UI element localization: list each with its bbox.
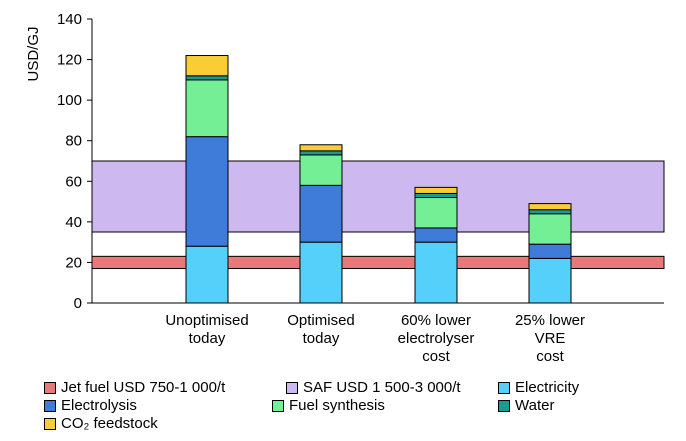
legend-item-fuel-synthesis: Fuel synthesis — [272, 397, 385, 415]
bar-1-electrolysis — [185, 136, 229, 247]
legend-item-water: Water — [498, 397, 554, 415]
bar-2-co-feedstock — [299, 144, 343, 152]
bar-4-electricity — [528, 257, 572, 304]
bar-1-fuel-synthesis — [185, 79, 229, 138]
band-jet-fuel-usd-750-1-000-t — [91, 255, 665, 270]
legend-swatch-electricity — [498, 382, 510, 394]
x-tick-label-2: Optimised today — [287, 312, 355, 347]
legend-swatch-jet-fuel — [44, 382, 56, 394]
legend-item-saf: SAF USD 1 500-3 000/t — [286, 379, 461, 397]
x-tick-label-1: Unoptimised today — [165, 312, 248, 347]
bar-1-electricity — [185, 245, 229, 304]
bar-1-water — [185, 75, 229, 81]
y-tick-label-60: 60 — [65, 173, 82, 190]
stacked-bars — [185, 55, 572, 304]
y-tick-label-0: 0 — [74, 295, 82, 312]
legend-item-co2-feedstock: CO₂ feedstock — [44, 415, 158, 433]
y-tick-label-100: 100 — [57, 92, 82, 109]
y-axis-label: USD/GJ — [25, 26, 42, 81]
legend-label-jet-fuel: Jet fuel USD 750-1 000/t — [61, 379, 226, 396]
bar-2-fuel-synthesis — [299, 154, 343, 186]
y-tick-label-120: 120 — [57, 52, 82, 69]
y-tick-label-20: 20 — [65, 254, 82, 271]
legend-label-saf: SAF USD 1 500-3 000/t — [303, 379, 461, 396]
x-tick-label-4: 25% lower VRE cost — [515, 312, 585, 365]
bar-3-fuel-synthesis — [414, 197, 458, 229]
legend-swatch-co2-feedstock — [44, 418, 56, 430]
axes: 0 20 40 60 80 100 120 140 Unoptimised today Optimi… — [57, 11, 664, 365]
bar-2-electricity — [299, 241, 343, 304]
legend-label-water: Water — [515, 397, 555, 414]
bar-3-co-feedstock — [414, 186, 458, 194]
reference-bands — [91, 160, 665, 270]
bar-4-electrolysis — [528, 243, 572, 259]
bar-4-fuel-synthesis — [528, 213, 572, 245]
y-tick-label-140: 140 — [57, 11, 82, 28]
bar-4-water — [528, 209, 572, 215]
x-tick-label-3: 60% lower electrolyser cost — [398, 312, 475, 365]
legend-swatch-saf — [286, 382, 298, 394]
y-tick-label-40: 40 — [65, 214, 82, 231]
bar-3-water — [414, 192, 458, 199]
bar-2-water — [299, 150, 343, 156]
legend-label-fuel-synthesis: Fuel synthesis — [289, 397, 385, 414]
legend-item-electrolysis: Electrolysis — [44, 397, 137, 415]
legend-item-electricity: Electricity — [498, 379, 579, 397]
legend-swatch-electrolysis — [44, 400, 56, 412]
legend-label-electricity: Electricity — [515, 379, 580, 396]
legend-label-co2-feedstock: CO₂ feedstock — [61, 415, 158, 432]
bar-3-electrolysis — [414, 227, 458, 243]
bar-4-co-feedstock — [528, 203, 572, 211]
bar-1-co-feedstock — [185, 55, 229, 77]
y-tick-label-80: 80 — [65, 133, 82, 150]
legend-label-electrolysis: Electrolysis — [61, 397, 137, 414]
legend-item-jet-fuel: Jet fuel USD 750-1 000/t — [44, 379, 225, 397]
bar-2-electrolysis — [299, 184, 343, 243]
legend-swatch-fuel-synthesis — [272, 400, 284, 412]
legend-swatch-water — [498, 400, 510, 412]
bar-3-electricity — [414, 241, 458, 304]
band-saf-usd-1-500-3-000-t — [91, 160, 665, 233]
